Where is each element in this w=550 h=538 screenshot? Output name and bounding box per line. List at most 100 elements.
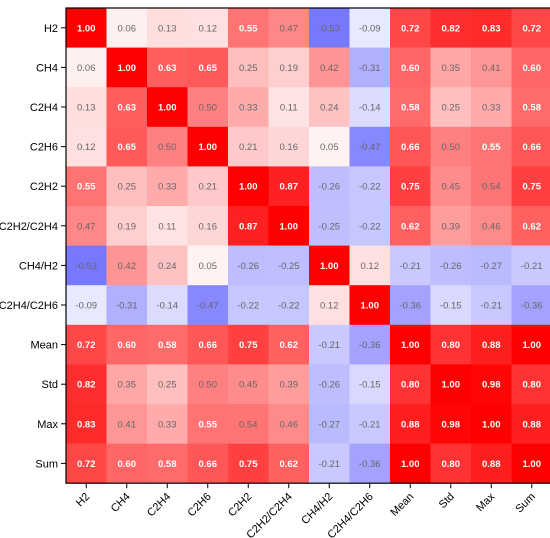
cell-value-label: 0.72 [523,23,542,34]
cell-value-label: 0.65 [118,142,137,153]
heatmap-cell-Max-Sum [511,404,550,444]
cell-value-label: 0.45 [239,380,258,391]
cell-value-label: 0.19 [118,221,137,232]
cell-value-label: 0.33 [239,103,258,114]
cell-value-label: 0.62 [401,221,420,232]
heatmap-cell-C2H4/C2H6-H2 [66,285,107,326]
heatmap-cell-C2H2/C2H4-Mean [390,206,431,246]
heatmap-cell-Std-Std [430,364,472,405]
cell-value-label: 0.42 [320,63,339,74]
cell-value-label: -0.26 [440,261,462,272]
cell-value-label: 1.00 [77,23,96,34]
heatmap-cell-Std-C2H4/C2H6 [349,364,391,405]
heatmap-cell-C2H2-Mean [390,166,431,207]
heatmap-cell-C2H4/C2H6-Std [430,285,472,326]
cell-value-label: -0.22 [359,221,381,232]
heatmap-cell-Std-C2H6 [187,364,229,405]
heatmap-cell-CH4-Mean [390,47,431,88]
cell-value-label: 0.58 [523,103,542,114]
heatmap-cell-H2-C2H4 [147,8,188,48]
cell-value-label: 0.75 [239,459,258,470]
heatmap-cell-H2-H2 [66,8,107,48]
heatmap-cell-C2H4/C2H6-CH4/H2 [309,285,350,326]
x-tick-label: Max [474,490,498,514]
cell-value-label: -0.47 [359,142,381,153]
heatmap-cell-C2H2/C2H4-C2H2 [228,206,269,246]
cell-value-label: 0.55 [199,419,218,430]
y-tick-label: Max [37,419,58,431]
heatmap-cell-CH4/H2-C2H6 [187,245,229,286]
heatmap-cell-Sum-Std [430,443,472,484]
cell-value-label: -0.14 [359,103,381,114]
cell-value-label: 0.65 [199,63,218,74]
heatmap-cell-C2H4/C2H6-C2H6 [187,285,229,326]
heatmap-cell-C2H6-C2H2 [228,126,269,167]
x-tick-label: H2 [74,491,92,509]
cell-value-label: -0.22 [278,301,300,312]
cell-value-label: -0.36 [359,459,381,470]
heatmap-cell-Max-Max [471,404,512,444]
heatmap-cell-CH4/H2-Mean [390,245,431,286]
heatmap-cell-C2H2-H2 [66,166,107,207]
heatmap-cell-C2H6-Sum [511,126,550,167]
cell-value-label: 0.66 [523,142,542,153]
cell-value-label: 0.75 [239,340,258,351]
y-tick-label: C2H4/C2H6 [0,300,58,312]
heatmap-cell-Mean-C2H2/C2H4 [268,324,310,365]
heatmap-cell-CH4-CH4/H2 [309,47,350,88]
cell-value-label: 0.39 [280,380,299,391]
heatmap-cell-CH4/H2-C2H4 [147,245,188,286]
x-tick-label: CH4 [109,491,133,515]
cell-value-label: 0.35 [118,380,137,391]
cell-value-label: 1.00 [523,459,542,470]
heatmap-cell-C2H2-Max [471,166,512,207]
heatmap-cell-H2-C2H2 [228,8,269,48]
cell-value-label: -0.36 [521,301,543,312]
heatmap-cell-Max-H2 [66,404,107,444]
cell-value-label: -0.31 [116,301,138,312]
heatmap-cell-C2H2/C2H4-Sum [511,206,550,246]
heatmap-cell-Mean-Max [471,324,512,365]
heatmap-cell-C2H2/C2H4-CH4/H2 [309,206,350,246]
heatmap-cell-Std-CH4/H2 [309,364,350,405]
heatmap-cell-Sum-C2H2/C2H4 [268,443,310,484]
heatmap-cell-Max-Std [430,404,472,444]
heatmap-cell-Max-C2H4 [147,404,188,444]
cell-value-label: 0.25 [158,380,177,391]
cell-value-label: 0.54 [239,419,258,430]
cell-value-label: 1.00 [199,142,218,153]
cell-value-label: 1.00 [401,459,420,470]
heatmap-cell-C2H4-Std [430,87,472,128]
heatmap-cell-Mean-C2H4/C2H6 [349,324,391,365]
cell-value-label: 0.60 [401,63,420,74]
x-tick-label: C2H6 [185,491,213,519]
heatmap-cell-Mean-Mean [390,324,431,365]
heatmap-cell-Mean-CH4 [106,324,148,365]
heatmap-cell-Sum-H2 [66,443,107,484]
heatmap-cell-C2H2-Sum [511,166,550,207]
cell-value-label: 0.82 [77,380,96,391]
heatmap-cell-Max-C2H4/C2H6 [349,404,391,444]
cell-value-label: -0.25 [278,261,300,272]
cell-value-label: 0.24 [320,103,339,114]
x-tick-label: Mean [388,491,416,519]
heatmap-cell-Std-H2 [66,364,107,405]
y-tick-label: Std [41,379,58,391]
cell-value-label: 0.05 [199,261,218,272]
heatmap-cell-C2H4/C2H6-C2H2/C2H4 [268,285,310,326]
cell-value-label: 0.45 [442,182,461,193]
cell-value-label: 0.50 [199,103,218,114]
heatmap-cell-C2H2/C2H4-C2H4/C2H6 [349,206,391,246]
cell-value-label: -0.21 [480,301,502,312]
cell-value-label: 0.39 [442,221,461,232]
heatmap-cell-C2H2/C2H4-Std [430,206,472,246]
y-tick-label: C2H2/C2H4 [0,221,58,233]
cell-value-label: 1.00 [523,340,542,351]
cell-value-label: 0.13 [158,23,177,34]
cell-value-label: 0.50 [442,142,461,153]
cell-value-label: -0.53 [75,261,97,272]
cell-value-label: 0.50 [199,380,218,391]
heatmap-cell-C2H4/C2H6-C2H2 [228,285,269,326]
cell-value-label: -0.47 [197,301,219,312]
